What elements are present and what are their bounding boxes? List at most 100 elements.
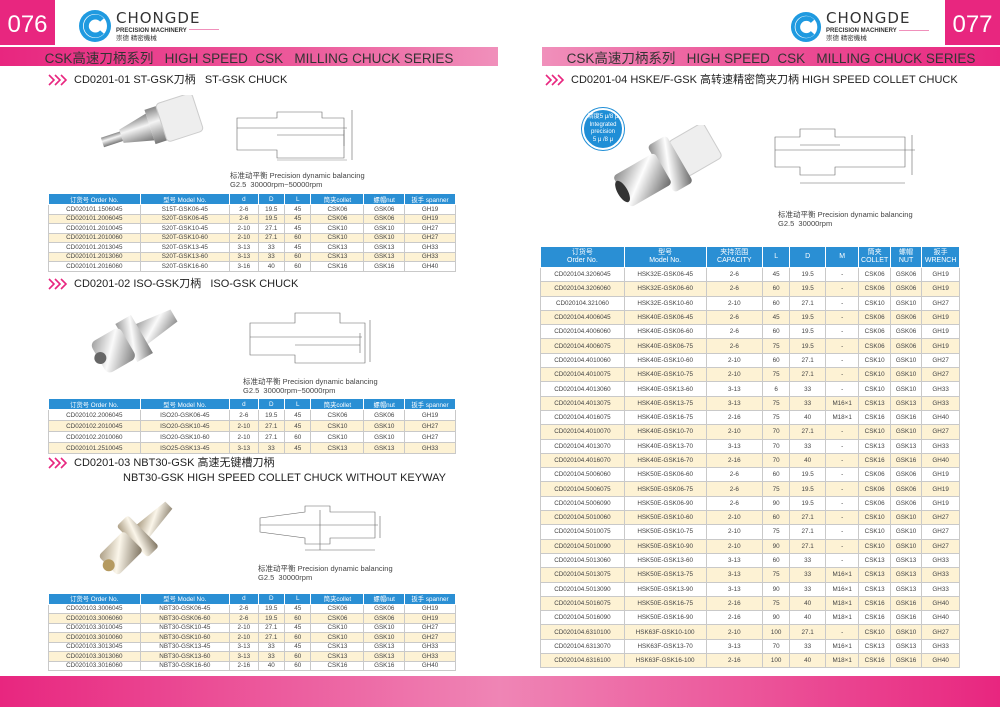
table-cell: CD020101.2510045: [48, 442, 141, 454]
table-cell: HSK40E-GSK06-75: [623, 338, 707, 354]
table-cell: GSK13: [889, 395, 923, 411]
table-cell: CSK10: [310, 622, 365, 633]
table-cell: HSK50E-GSK06-60: [623, 467, 707, 483]
table-cell: -: [824, 424, 860, 440]
table-cell: HSK50E-GSK06-75: [623, 481, 707, 497]
table-cell: -: [824, 552, 860, 569]
table-row: CD020103.3013060 NBT30-GSK13-60 3-13 33 60 CS…: [48, 651, 456, 662]
table-cell: -: [824, 309, 860, 326]
table-cell: GSK10: [889, 510, 923, 526]
table-cell: 2-10: [705, 424, 764, 440]
table-row: CD020104.3206060 HSK32E-GSK06-60 2-6 60 19.5…: [540, 281, 960, 297]
column-header: d: [229, 398, 259, 410]
table-cell: 3-13: [229, 442, 259, 454]
chevron-icon: [545, 74, 565, 86]
table-cell: CSK10: [858, 524, 891, 540]
table-cell: GH33: [404, 251, 456, 262]
section-title-nbt30-gsk: CD0201-03 NBT30-GSK 高速无键槽刀柄 NBT30-GSK HIG…: [48, 456, 446, 485]
brand-logo: CHONGDE PRECISION MACHINERY 崇德 精密機械: [790, 10, 929, 43]
table-cell: GSK10: [889, 424, 923, 440]
table-cell: CD020104.4010070: [540, 424, 625, 440]
table-cell: 33: [257, 242, 286, 253]
table-cell: CSK06: [310, 409, 365, 421]
table-cell: 27.1: [789, 367, 826, 383]
table-row: CD020101.2013045 S20T-GSK13-45 3-13 33 45 CSK…: [48, 242, 456, 253]
table-cell: 3-16: [229, 261, 259, 272]
table-cell: GSK06: [363, 613, 406, 624]
table-cell: CD020104.5016075: [540, 595, 625, 612]
table-cell: 2-16: [705, 595, 764, 612]
table-cell: CSK16: [310, 261, 365, 272]
table-row: CD020102.2010045 ISO20-GSK10-45 2-10 27.1 45…: [48, 420, 456, 432]
table-cell: M16×1: [824, 567, 860, 583]
table-header: 订货号 Order No. 型号 Model No. d D L 筒夹collet 螺帽nu…: [48, 193, 456, 205]
table-cell: CD020101.2016060: [48, 261, 141, 272]
table-cell: 75: [762, 524, 791, 540]
table-cell: 27.1: [789, 524, 826, 540]
table-cell: 33: [257, 251, 286, 262]
table-cell: GSK06: [889, 324, 923, 340]
table-cell: 19.5: [789, 281, 826, 297]
table-cell: CSK06: [858, 495, 891, 512]
table-row: CD020102.2010060 ISO20-GSK10-60 2-10 27.1 60…: [48, 431, 456, 443]
table-cell: GH27: [404, 223, 456, 234]
table-cell: CSK13: [858, 581, 891, 597]
table-cell: HSK40E-GSK13-70: [623, 438, 707, 454]
table-cell: 2-6: [705, 324, 764, 340]
table-cell: 19.5: [789, 266, 826, 283]
table-cell: CSK13: [858, 395, 891, 411]
table-cell: GH27: [921, 624, 960, 640]
table-cell: GSK13: [363, 641, 406, 652]
table-cell: CD020101.2013060: [48, 251, 141, 262]
column-header: L: [284, 593, 312, 605]
table-cell: GH27: [404, 622, 456, 633]
table-cell: CD020104.3206045: [540, 266, 625, 283]
table-cell: CSK06: [310, 613, 365, 624]
table-cell: CSK16: [858, 452, 891, 469]
iso-gsk-chuck-image: [91, 309, 178, 373]
table-cell: 45: [284, 442, 312, 454]
table-cell: 40: [789, 452, 826, 469]
table-cell: 60: [284, 660, 312, 671]
table-cell: 45: [284, 242, 312, 253]
table-cell: GSK10: [889, 624, 923, 640]
table-cell: 90: [762, 610, 791, 626]
table-cell: 2-10: [705, 352, 764, 369]
table-cell: 19.5: [257, 204, 286, 215]
table-cell: HSK63F-GSK16-100: [623, 653, 707, 669]
table-cell: NBT30-GSK10-45: [139, 622, 231, 633]
table-cell: 3-13: [705, 638, 764, 655]
table-cell: CD020102.2010045: [48, 420, 141, 432]
table-cell: -: [824, 352, 860, 369]
table-cell: GH27: [921, 367, 960, 383]
table-cell: CD020104.5010090: [540, 538, 625, 554]
table-row: CD020104.4016070 HSK40E-GSK16-70 2-16 70 40-…: [540, 452, 960, 469]
column-header: 螺帽 NUT: [889, 246, 923, 268]
table-cell: 3-13: [229, 651, 259, 662]
chevron-icon: [48, 278, 68, 290]
table-cell: 2-6: [229, 613, 259, 624]
page-number: 076: [0, 0, 55, 45]
table-cell: GH40: [921, 595, 960, 612]
hske-gsk-chuck-image: [614, 125, 722, 207]
column-header: L: [762, 246, 791, 268]
table-cell: 2-16: [229, 660, 259, 671]
table-cell: HSK40E-GSK10-70: [623, 424, 707, 440]
column-header: 筒夹collet: [310, 398, 365, 410]
table-cell: GH19: [921, 266, 960, 283]
table-cell: 40: [789, 409, 826, 426]
table-cell: M16×1: [824, 638, 860, 655]
table-row: CD020104.5016075 HSK50E-GSK16-75 2-16 75 40 M…: [540, 595, 960, 612]
table-cell: CSK10: [858, 510, 891, 526]
table-cell: 45: [762, 309, 791, 326]
column-header: 螺帽nut: [363, 398, 406, 410]
chevron-icon: [48, 74, 68, 86]
column-header: L: [284, 398, 312, 410]
table-row: CD020104.4010060 HSK40E-GSK10-60 2-10 60 27.…: [540, 352, 960, 369]
table-cell: GH40: [921, 653, 960, 669]
table-cell: 19.5: [789, 467, 826, 483]
table-cell: CD020101.2010060: [48, 232, 141, 243]
table-cell: 27.1: [789, 295, 826, 311]
table-cell: 33: [257, 641, 286, 652]
table-cell: GH19: [921, 467, 960, 483]
